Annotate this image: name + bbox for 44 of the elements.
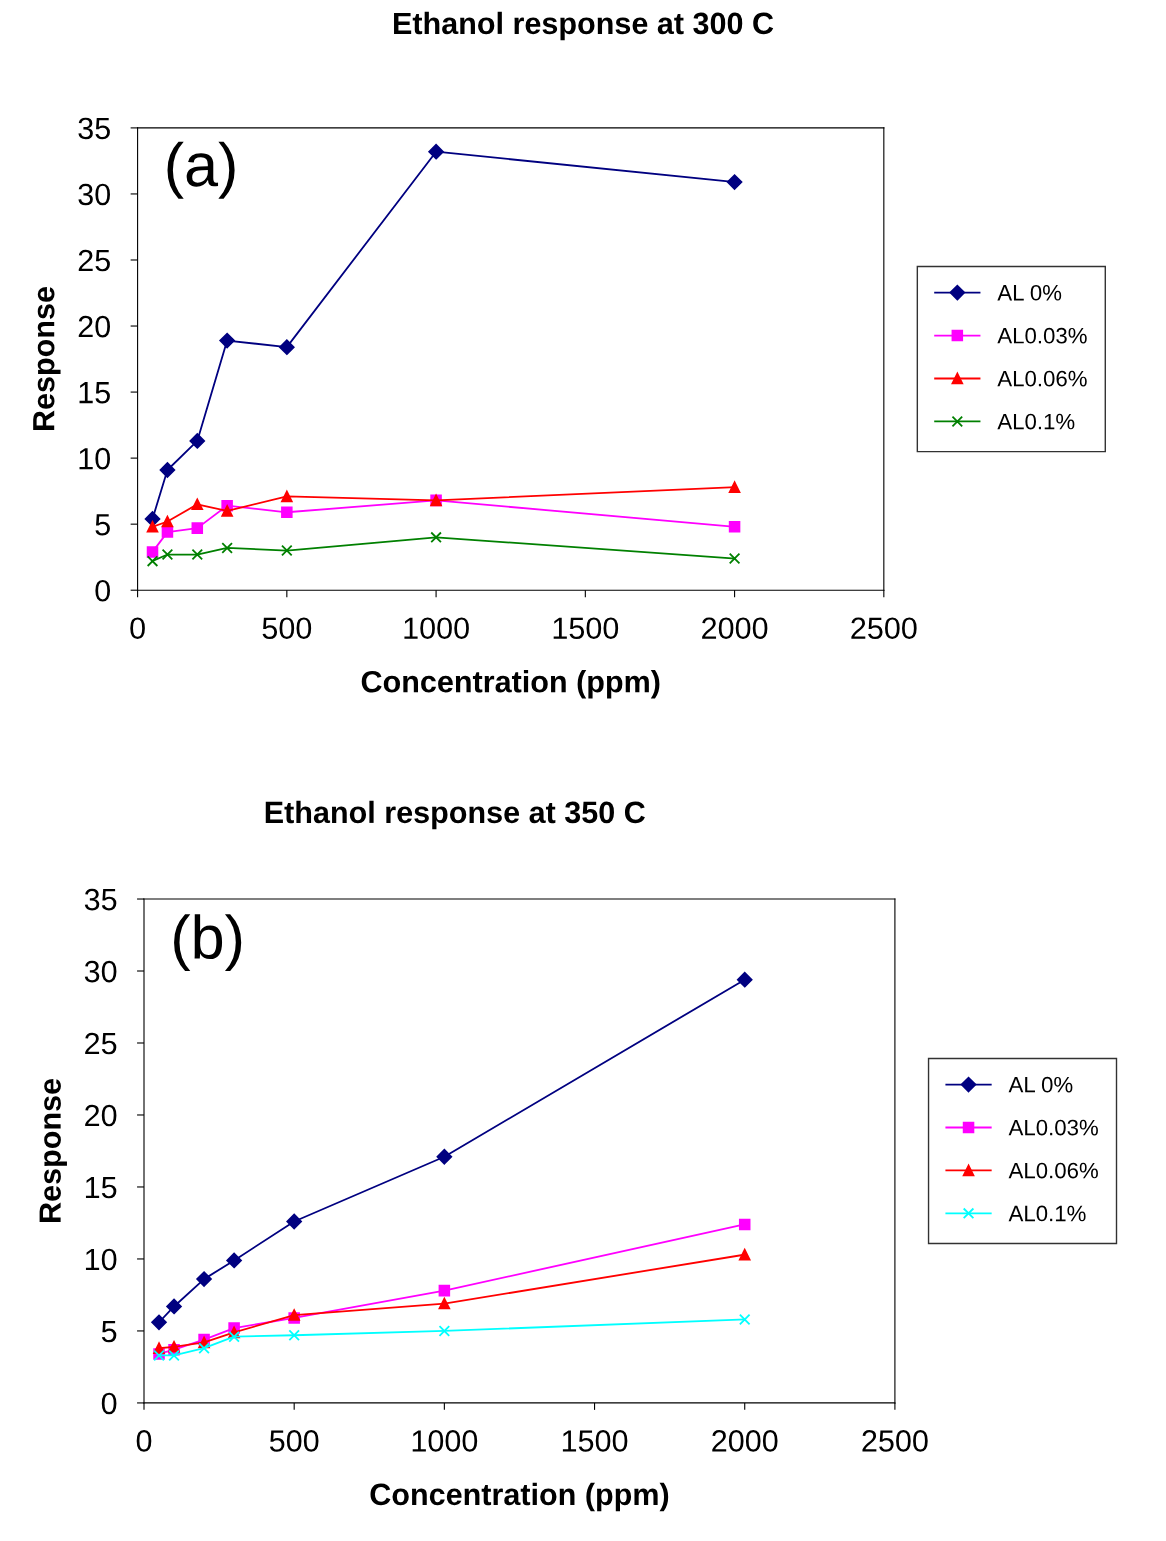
- x-tick-label: 2500: [862, 1430, 928, 1452]
- y-tick-label: 10: [79, 447, 111, 470]
- y-axis-title: Response: [33, 287, 61, 431]
- y-tick-label: 25: [78, 249, 110, 272]
- y-tick-label: 35: [84, 888, 117, 911]
- legend-label: AL0.1%: [997, 413, 1075, 430]
- y-tick-label: 10: [85, 1248, 117, 1271]
- y-tick-label: 35: [78, 117, 110, 140]
- x-axis-title: Concentration (ppm): [370, 1482, 669, 1512]
- legend-label: AL 0%: [1008, 1076, 1073, 1093]
- legend-label: AL0.03%: [997, 327, 1087, 344]
- x-tick-label: 1000: [404, 617, 469, 640]
- x-tick-label: 0: [136, 1430, 152, 1452]
- x-tick-label: 500: [269, 1430, 319, 1452]
- x-tick-label: 1500: [553, 617, 619, 640]
- legend-label: AL0.03%: [1008, 1119, 1098, 1136]
- x-tick-label: 1000: [412, 1430, 478, 1452]
- annotation: (a): [167, 141, 235, 199]
- legend-label: AL0.06%: [997, 370, 1087, 387]
- y-tick-label: 15: [85, 1177, 117, 1199]
- y-axis-title: Response: [39, 1078, 67, 1222]
- y-tick-label: 5: [101, 1320, 117, 1343]
- y-tick-label: 15: [79, 382, 110, 404]
- y-tick-label: 30: [78, 183, 111, 206]
- y-tick-label: 20: [85, 1104, 117, 1127]
- legend-label: AL 0%: [997, 284, 1062, 301]
- x-tick-label: 0: [130, 617, 145, 640]
- y-tick-label: 20: [78, 315, 111, 338]
- x-tick-label: 500: [262, 617, 312, 640]
- chart-title: Ethanol response at 300 C: [394, 11, 774, 41]
- y-tick-label: 0: [101, 1392, 117, 1415]
- legend-label: AL0.1%: [1008, 1205, 1086, 1222]
- x-tick-label: 2000: [702, 617, 768, 640]
- x-tick-label: 2000: [712, 1430, 778, 1452]
- x-axis-title: Concentration (ppm): [361, 670, 660, 699]
- y-tick-label: 30: [84, 960, 117, 983]
- x-tick-label: 1500: [562, 1430, 628, 1452]
- y-tick-label: 25: [85, 1032, 117, 1055]
- chart-title: Ethanol response at 350 C: [265, 800, 645, 830]
- legend-label: AL0.06%: [1008, 1162, 1098, 1179]
- annotation: (b): [174, 914, 242, 972]
- y-tick-label: 5: [95, 514, 110, 536]
- y-tick-label: 0: [95, 579, 111, 602]
- x-tick-label: 2500: [851, 617, 917, 640]
